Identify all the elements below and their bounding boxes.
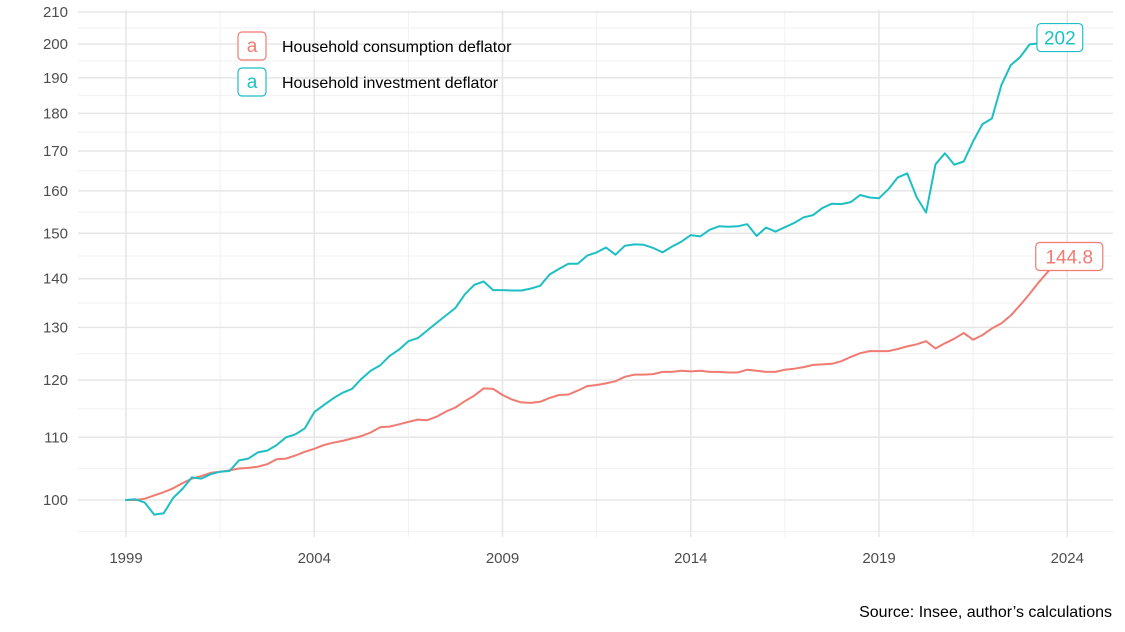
- x-tick-label: 2014: [674, 550, 707, 567]
- y-tick-label: 120: [43, 372, 68, 389]
- series-lines: [125, 36, 1069, 516]
- series-line-consumption: [125, 255, 1069, 501]
- y-tick-label: 180: [43, 105, 68, 122]
- end-label-consumption-text: 144.8: [1045, 248, 1093, 269]
- end-label-investment-box: [1036, 22, 1084, 53]
- legend-item-investment: a Household investment deflator: [237, 67, 499, 97]
- y-tick-label: 140: [43, 271, 68, 288]
- legend-label: Household consumption deflator: [282, 39, 512, 56]
- y-tick-label: 150: [43, 225, 68, 242]
- end-labels: 144.8 202: [1035, 22, 1104, 272]
- y-tick-label: 100: [43, 492, 68, 509]
- y-tick-label: 190: [43, 70, 68, 87]
- legend-label: Household investment deflator: [282, 75, 499, 92]
- end-label-investment-text: 202: [1044, 29, 1076, 50]
- series-line-investment: [125, 36, 1059, 516]
- y-tick-label: 210: [43, 4, 68, 21]
- grid: [78, 10, 1113, 537]
- x-tick-label: 2024: [1051, 550, 1084, 567]
- x-tick-label: 2009: [486, 550, 519, 567]
- x-tick-label: 2019: [862, 550, 895, 567]
- x-tick-label: 1999: [109, 550, 142, 567]
- legend-key-glyph: a: [247, 72, 258, 93]
- y-tick-label: 170: [43, 143, 68, 160]
- source-caption: Source: Insee, author’s calculations: [859, 604, 1112, 621]
- x-tick-label: 2004: [298, 550, 331, 567]
- y-tick-label: 160: [43, 183, 68, 200]
- end-label-investment: 202: [1036, 22, 1084, 53]
- y-tick-label: 130: [43, 319, 68, 336]
- y-tick-label: 110: [44, 429, 68, 446]
- legend-key-glyph: a: [247, 36, 258, 57]
- legend: a Household consumption deflator a Househol…: [237, 31, 512, 97]
- legend-item-consumption: a Household consumption deflator: [237, 31, 512, 61]
- end-label-consumption-box: [1035, 241, 1104, 272]
- legend-key: [237, 67, 267, 97]
- axis-ticks: 100 110 120 130 140 150 160 170 180 190 200 210 1999…: [43, 4, 1084, 567]
- y-tick-label: 200: [43, 36, 68, 53]
- legend-key: [237, 31, 267, 61]
- end-label-consumption: 144.8: [1035, 241, 1104, 272]
